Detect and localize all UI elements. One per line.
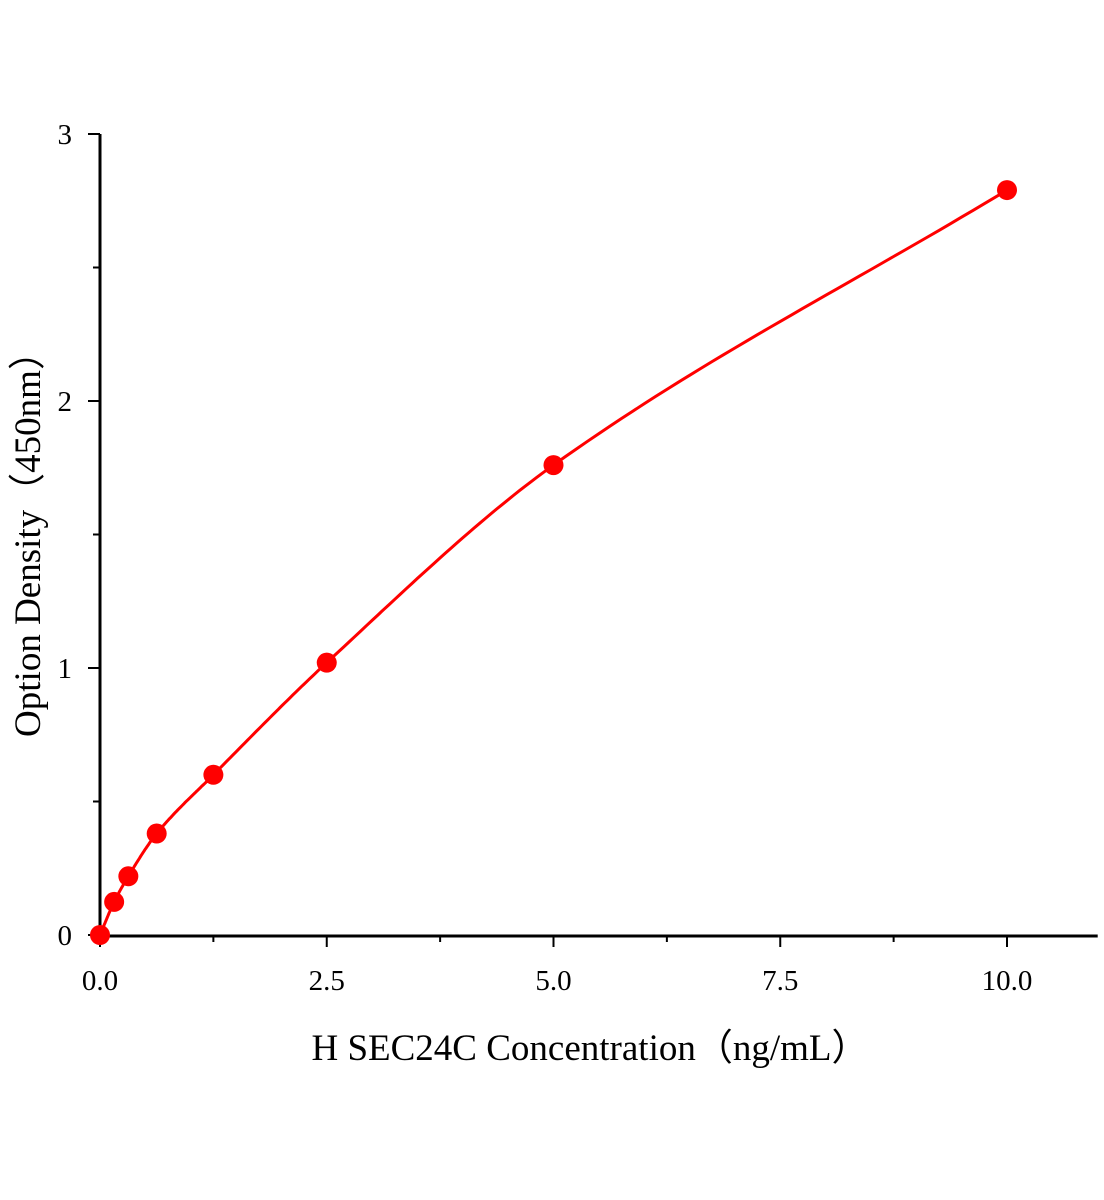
data-point bbox=[118, 866, 139, 887]
ticks: 0.0 2.5 5.0 7.5 10.0 0 1 2 3 bbox=[58, 119, 1033, 997]
fit-curve bbox=[98, 188, 1008, 936]
data-point bbox=[997, 180, 1017, 201]
data-points bbox=[90, 180, 1017, 945]
data-point bbox=[543, 455, 564, 476]
x-tick-label: 5.0 bbox=[535, 965, 571, 997]
data-point bbox=[90, 925, 110, 945]
axes bbox=[98, 134, 1098, 938]
y-tick-label: 0 bbox=[58, 920, 73, 952]
y-tick-label: 1 bbox=[58, 653, 73, 685]
x-tick-label: 10.0 bbox=[982, 965, 1033, 997]
y-tick-label: 2 bbox=[58, 386, 73, 418]
y-tick-label: 3 bbox=[58, 119, 73, 151]
x-tick-label: 2.5 bbox=[309, 965, 345, 997]
data-point bbox=[316, 652, 337, 673]
y-axis-title: Option Density（450nm） bbox=[8, 333, 49, 737]
x-tick-label: 7.5 bbox=[762, 965, 798, 997]
x-tick-label: 0.0 bbox=[82, 965, 118, 997]
x-axis-title: H SEC24C Concentration（ng/mL） bbox=[311, 1028, 868, 1069]
data-point bbox=[203, 764, 224, 785]
data-point bbox=[146, 823, 167, 844]
data-point bbox=[104, 891, 125, 912]
